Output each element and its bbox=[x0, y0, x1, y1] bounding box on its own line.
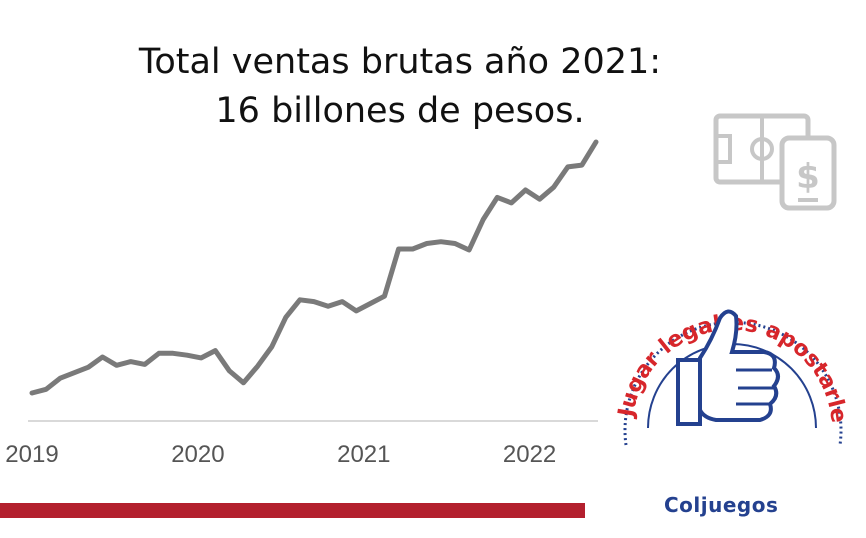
chart-title-line-2: 16 billones de pesos. bbox=[215, 91, 585, 131]
chart-title: Total ventas brutas año 2021: 16 billone… bbox=[100, 38, 700, 136]
jugar-legal-seal-logo: Jugar legal es apostarle a la Salud bbox=[604, 280, 851, 446]
x-tick-label: 2021 bbox=[337, 441, 390, 468]
x-axis-ticks: 2019 2020 2021 2022 bbox=[5, 441, 556, 468]
svg-text:$: $ bbox=[796, 157, 820, 197]
x-tick-label: 2019 bbox=[5, 441, 58, 468]
phone-payment-field-icon: $ bbox=[713, 113, 837, 211]
accent-bar bbox=[0, 503, 585, 518]
chart-title-line-1: Total ventas brutas año 2021: bbox=[138, 42, 662, 82]
x-tick-label: 2022 bbox=[503, 441, 556, 468]
brand-name: Coljuegos bbox=[664, 493, 779, 517]
series-line bbox=[29, 139, 599, 396]
x-tick-label: 2020 bbox=[171, 441, 224, 468]
chart-series bbox=[29, 139, 599, 396]
